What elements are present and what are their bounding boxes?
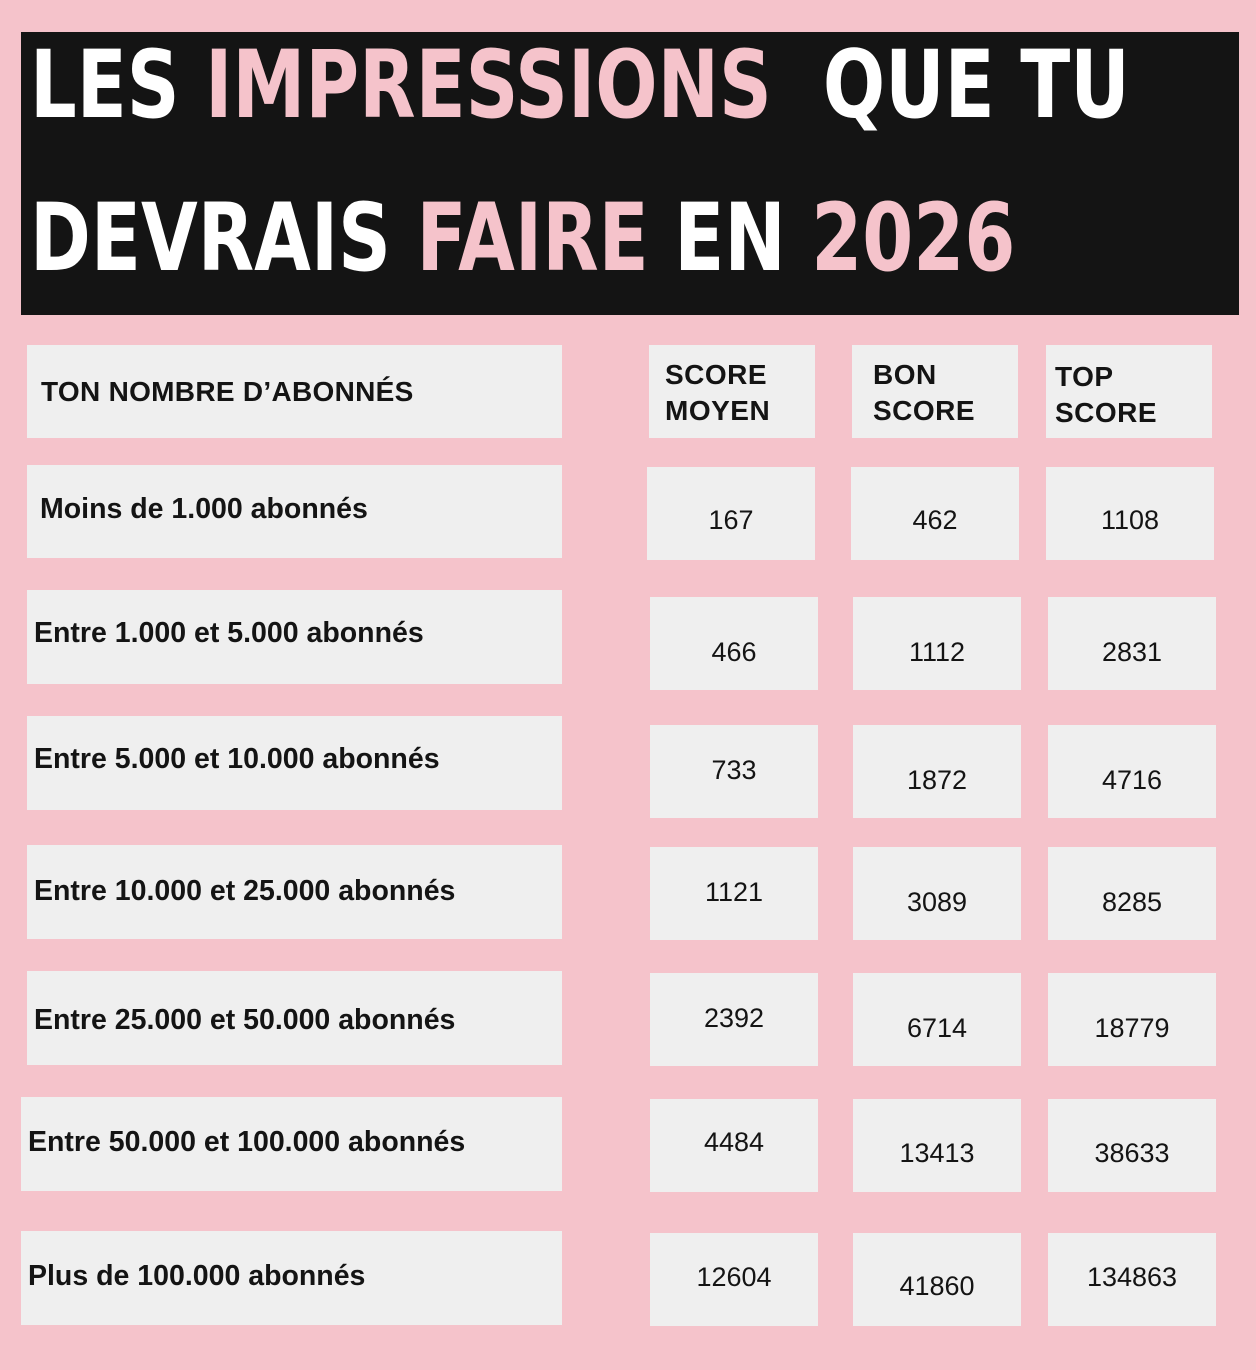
- table-cell-bon: 462: [851, 467, 1019, 560]
- header-score-moyen: SCORE MOYEN: [649, 345, 815, 438]
- row-label-text: Moins de 1.000 abonnés: [40, 492, 368, 525]
- table-cell-moyen: 12604: [650, 1233, 818, 1326]
- table-cell-top: 1108: [1046, 467, 1214, 560]
- title-banner: [21, 32, 1239, 315]
- cell-value: 1121: [704, 877, 764, 907]
- table-cell-moyen: 466: [650, 597, 818, 690]
- header-top-score-line2: SCORE: [1055, 397, 1158, 428]
- table-row-label: Entre 25.000 et 50.000 abonnés: [27, 971, 562, 1065]
- table-cell-bon: 41860: [853, 1233, 1021, 1326]
- cell-value: 13413: [899, 1138, 975, 1168]
- cell-value: 12604: [696, 1262, 772, 1292]
- table-cell-top: 18779: [1048, 973, 1216, 1066]
- cell-value: 466: [711, 637, 757, 667]
- title-word-les: LES: [30, 31, 206, 140]
- table-row-label: Entre 5.000 et 10.000 abonnés: [27, 716, 562, 810]
- header-bon-score-line2: SCORE: [873, 395, 976, 426]
- cell-value: 41860: [899, 1271, 975, 1301]
- cell-value: 462: [912, 505, 958, 535]
- table-cell-top: 4716: [1048, 725, 1216, 818]
- table-row-label: Entre 50.000 et 100.000 abonnés: [21, 1097, 562, 1191]
- cell-value: 38633: [1094, 1138, 1170, 1168]
- title-word-faire: FAIRE: [416, 184, 649, 293]
- header-bon-score: BON SCORE: [852, 345, 1018, 438]
- row-label-text: Entre 50.000 et 100.000 abonnés: [28, 1125, 466, 1158]
- page-title-line-1: LES IMPRESSIONS QUE TU: [30, 39, 1130, 133]
- cell-value: 2392: [703, 1003, 765, 1033]
- header-bon-score-line1: BON: [873, 359, 937, 390]
- cell-value: 1108: [1100, 505, 1160, 535]
- cell-value: 1872: [906, 765, 968, 795]
- title-word-en: EN: [648, 184, 812, 293]
- table-cell-bon: 1112: [853, 597, 1021, 690]
- cell-value: 18779: [1094, 1013, 1170, 1043]
- header-score-moyen-line1: SCORE: [665, 359, 768, 390]
- row-label-text: Entre 1.000 et 5.000 abonnés: [34, 617, 424, 649]
- cell-value: 3089: [906, 887, 968, 917]
- cell-value: 134863: [1086, 1262, 1178, 1292]
- title-word-que-tu: QUE TU: [771, 31, 1130, 140]
- table-cell-bon: 3089: [853, 847, 1021, 940]
- table-cell-moyen: 1121: [650, 847, 818, 940]
- header-top-score: TOP SCORE: [1046, 345, 1212, 438]
- header-top-score-line1: TOP: [1055, 361, 1114, 392]
- table-cell-top: 38633: [1048, 1099, 1216, 1192]
- row-label-text: Entre 5.000 et 10.000 abonnés: [34, 743, 440, 775]
- row-label-text: Plus de 100.000 abonnés: [28, 1259, 366, 1292]
- table-cell-bon: 6714: [853, 973, 1021, 1066]
- cell-value: 6714: [906, 1013, 968, 1043]
- table-row-label: Entre 10.000 et 25.000 abonnés: [27, 845, 562, 939]
- cell-value: 2831: [1101, 637, 1163, 667]
- table-cell-moyen: 2392: [650, 973, 818, 1066]
- header-score-moyen-line2: MOYEN: [665, 395, 771, 426]
- table-cell-moyen: 733: [650, 725, 818, 818]
- cell-value: 4716: [1101, 765, 1163, 795]
- table-row-label: Entre 1.000 et 5.000 abonnés: [27, 590, 562, 684]
- table-cell-bon: 1872: [853, 725, 1021, 818]
- cell-value: 8285: [1101, 887, 1163, 917]
- table-cell-bon: 13413: [853, 1099, 1021, 1192]
- title-word-year: 2026: [811, 184, 1016, 293]
- header-followers: TON NOMBRE D’ABONNÉS: [27, 345, 562, 438]
- table-row-label: Moins de 1.000 abonnés: [27, 465, 562, 558]
- table-cell-top: 134863: [1048, 1233, 1216, 1326]
- table-cell-top: 8285: [1048, 847, 1216, 940]
- title-word-impressions: IMPRESSIONS: [205, 31, 772, 140]
- row-label-text: Entre 25.000 et 50.000 abonnés: [34, 1003, 456, 1036]
- title-word-devrais: DEVRAIS: [30, 184, 417, 293]
- cell-value: 733: [711, 754, 757, 785]
- header-followers-label: TON NOMBRE D’ABONNÉS: [41, 375, 414, 407]
- page-title-line-2: DEVRAIS FAIRE EN 2026: [30, 192, 1015, 286]
- table-cell-top: 2831: [1048, 597, 1216, 690]
- table-cell-moyen: 167: [647, 467, 815, 560]
- cell-value: 1112: [908, 637, 966, 667]
- table-row-label: Plus de 100.000 abonnés: [21, 1231, 562, 1325]
- cell-value: 167: [708, 505, 754, 535]
- cell-value: 4484: [703, 1127, 765, 1157]
- table-cell-moyen: 4484: [650, 1099, 818, 1192]
- row-label-text: Entre 10.000 et 25.000 abonnés: [34, 875, 456, 907]
